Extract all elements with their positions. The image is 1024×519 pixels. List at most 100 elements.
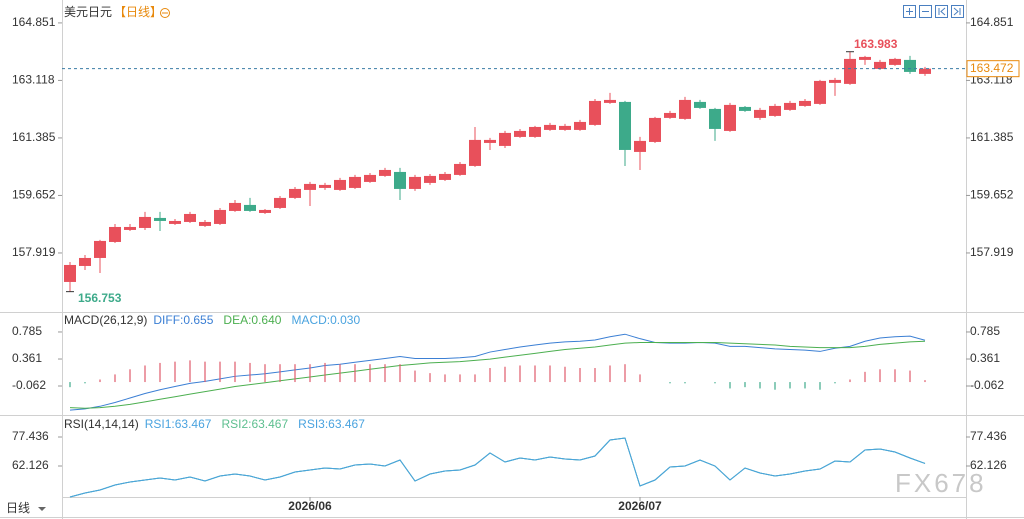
candle-body xyxy=(274,197,286,208)
candle-body xyxy=(499,132,511,146)
candle-body xyxy=(559,125,571,130)
candle-body xyxy=(529,126,541,137)
candle-body xyxy=(409,176,421,189)
legend-entry: DIFF:0.655 xyxy=(153,313,213,327)
last-price-label: 163.472 xyxy=(970,61,1014,75)
candle-body xyxy=(244,204,256,211)
candle-body xyxy=(229,202,241,211)
candle-body xyxy=(109,226,121,242)
legend-entry: MACD:0.030 xyxy=(291,313,360,327)
collapse-icon[interactable] xyxy=(160,8,170,18)
candle-body xyxy=(754,109,766,118)
legend-entry: RSI2:63.467 xyxy=(221,417,288,431)
candle-body xyxy=(199,221,211,226)
candle-body xyxy=(364,174,376,182)
candle-body xyxy=(544,124,556,130)
watermark: FX678 xyxy=(895,468,987,498)
y-tick-label: 159.652 xyxy=(970,188,1014,202)
legend-entry: RSI1:63.467 xyxy=(145,417,212,431)
candle-body xyxy=(664,112,676,118)
candle-body xyxy=(439,173,451,180)
candle-body xyxy=(784,102,796,110)
y-tick-label: 0.361 xyxy=(12,351,42,365)
candle-body xyxy=(214,209,226,224)
y-tick-label: 0.785 xyxy=(970,324,1000,338)
candle-body xyxy=(919,68,931,74)
candle-body xyxy=(889,58,901,65)
y-tick-label: 62.126 xyxy=(970,458,1007,472)
candle-body xyxy=(124,226,136,230)
zoom-in-button[interactable] xyxy=(903,5,916,18)
y-tick-label: 0.785 xyxy=(12,324,42,338)
low-label: 156.753 xyxy=(78,291,122,305)
candle-body xyxy=(349,176,361,188)
y-tick-label: 164.851 xyxy=(970,15,1014,29)
legend-entry: RSI3:63.467 xyxy=(298,417,365,431)
indicator-line xyxy=(69,333,926,411)
indicator-line xyxy=(69,340,926,409)
y-tick-label: 164.851 xyxy=(12,15,56,29)
candle-body xyxy=(724,104,736,131)
candle-body xyxy=(319,184,331,188)
candle-body xyxy=(799,100,811,106)
candle-body xyxy=(634,140,646,152)
candle-body xyxy=(94,240,106,258)
candle-body xyxy=(574,121,586,130)
candle-body xyxy=(154,217,166,221)
y-tick-label: 161.385 xyxy=(12,130,56,144)
y-tick-label: 157.919 xyxy=(12,245,56,259)
candle-body xyxy=(514,130,526,137)
y-tick-label: 62.126 xyxy=(12,458,49,472)
last-price-box xyxy=(966,60,1020,78)
indicator-title: MACD(26,12,9) xyxy=(64,313,147,327)
y-tick-label: -0.062 xyxy=(12,378,46,392)
candle-body xyxy=(604,99,616,103)
candle-body xyxy=(289,188,301,198)
y-tick-label: -0.062 xyxy=(970,378,1004,392)
y-tick-label: 159.652 xyxy=(12,188,56,202)
indicator-title: RSI(14,14,14) xyxy=(64,417,139,431)
candle-body xyxy=(709,108,721,129)
candle-body xyxy=(829,79,841,83)
y-tick-label: 163.118 xyxy=(12,73,55,87)
x-tick-label: 2026/07 xyxy=(618,499,662,513)
x-tick-label: 2026/06 xyxy=(288,499,332,513)
scroll-right-button[interactable] xyxy=(951,5,964,18)
candle-body xyxy=(874,61,886,69)
candle-body xyxy=(739,106,751,111)
y-tick-label: 161.385 xyxy=(970,130,1014,144)
candle-body xyxy=(484,139,496,143)
period-selector[interactable]: 日线 xyxy=(6,501,30,515)
candle-body xyxy=(169,220,181,224)
candle-body xyxy=(469,139,481,166)
y-tick-label: 77.436 xyxy=(970,429,1007,443)
candle-body xyxy=(814,80,826,104)
candle-body xyxy=(259,209,271,213)
y-tick-label: 157.919 xyxy=(970,245,1014,259)
candle-body xyxy=(844,58,856,84)
dropdown-arrow[interactable] xyxy=(38,507,46,511)
legend-entry: DEA:0.640 xyxy=(223,313,281,327)
candle-body xyxy=(424,175,436,183)
zoom-out-button[interactable] xyxy=(919,5,932,18)
high-label: 163.983 xyxy=(854,37,898,51)
candle-body xyxy=(379,169,391,176)
candle-body xyxy=(769,105,781,116)
candle-body xyxy=(334,179,346,190)
candle-body xyxy=(679,99,691,119)
candle-body xyxy=(79,257,91,266)
instrument-title: 美元日元 xyxy=(64,5,112,19)
candle-body xyxy=(859,56,871,60)
period-label[interactable]: 【日线】 xyxy=(114,5,162,19)
candle-body xyxy=(589,100,601,125)
candle-body xyxy=(619,101,631,150)
candle-body xyxy=(304,183,316,190)
plot: 157.919 157.919 159.652 159.652 161.385 161.3… xyxy=(12,15,1020,513)
scroll-left-button[interactable] xyxy=(935,5,948,18)
y-tick-label: 77.436 xyxy=(12,429,49,443)
indicator-line xyxy=(69,437,926,498)
